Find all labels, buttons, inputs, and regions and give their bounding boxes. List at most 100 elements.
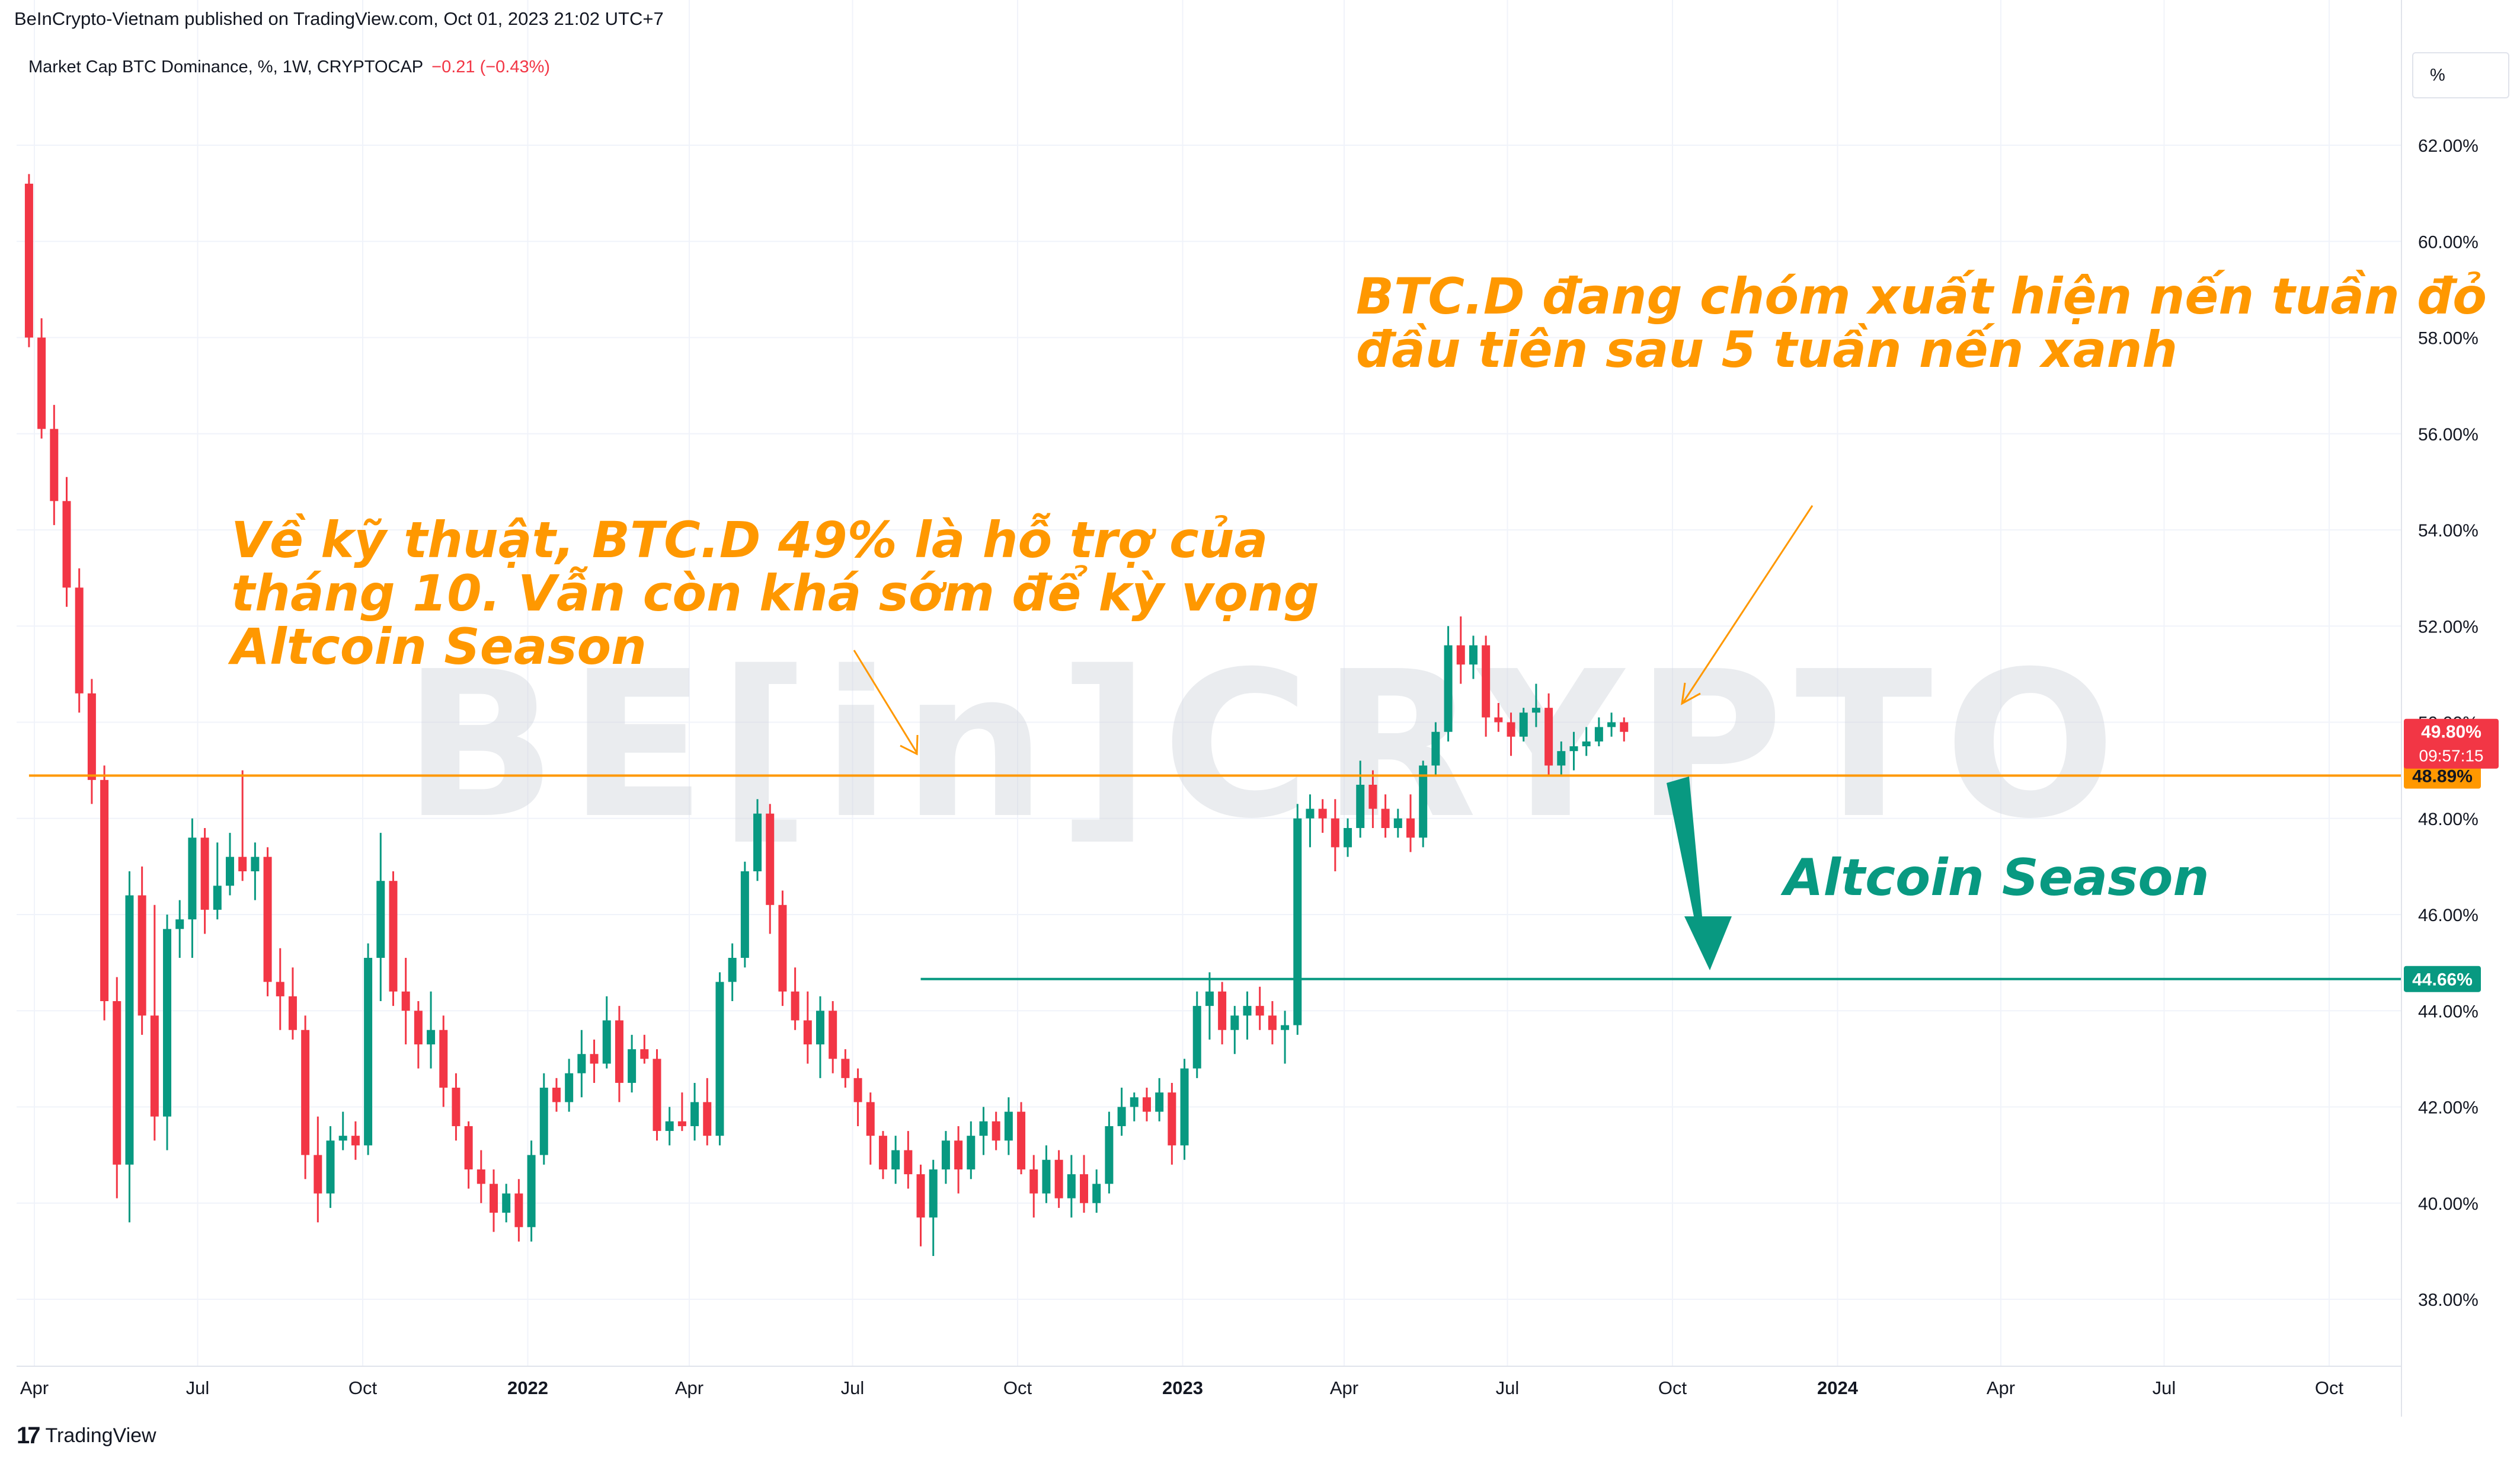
candle-body bbox=[816, 1011, 824, 1045]
symbol-legend[interactable]: Market Cap BTC Dominance, %, 1W, CRYPTOC… bbox=[28, 57, 550, 77]
candle-body bbox=[653, 1059, 661, 1132]
price-tick-label: 60.00% bbox=[2418, 232, 2479, 252]
price-tick-label: 44.00% bbox=[2418, 1002, 2479, 1021]
candle-body bbox=[690, 1102, 699, 1126]
price-change: −0.21 (−0.43%) bbox=[431, 57, 551, 76]
candle-body bbox=[263, 856, 272, 982]
candle-body bbox=[427, 1030, 436, 1045]
price-scale-unit-button[interactable]: % bbox=[2412, 52, 2509, 98]
annotation-top-right-line2: đầu tiên sau 5 tuần nến xanh bbox=[1356, 321, 2178, 379]
candle-body bbox=[539, 1088, 548, 1155]
footer: 17 TradingView bbox=[17, 1423, 156, 1449]
candle-body bbox=[163, 929, 172, 1117]
candle-body bbox=[1268, 1015, 1277, 1030]
candle-body bbox=[1168, 1092, 1176, 1146]
candle-body bbox=[125, 895, 134, 1165]
arrow-right-shaft bbox=[1682, 505, 1814, 703]
annotation-left-line3: Altcoin Season bbox=[231, 618, 647, 676]
candle-body bbox=[100, 779, 109, 1002]
candle-body bbox=[514, 1193, 523, 1228]
candle-body bbox=[376, 881, 385, 958]
candle-body bbox=[1180, 1068, 1189, 1146]
candle-body bbox=[24, 183, 33, 338]
candle-body bbox=[1067, 1174, 1076, 1198]
candle-body bbox=[766, 813, 775, 905]
candle-body bbox=[791, 991, 800, 1021]
annotation-top-right-line1: BTC.D đang chóm xuất hiện nến tuần đỏ bbox=[1356, 267, 2487, 325]
price-tick-label: 42.00% bbox=[2418, 1098, 2479, 1118]
last-price-label: 49.80% bbox=[2421, 723, 2481, 742]
price-tick-label: 40.00% bbox=[2418, 1194, 2479, 1214]
candle-body bbox=[1469, 645, 1478, 665]
candle-body bbox=[288, 996, 297, 1030]
last-price-countdown: 09:57:15 bbox=[2419, 747, 2484, 765]
horizontal-lines[interactable] bbox=[28, 774, 2401, 980]
support-orange-label: 48.89% bbox=[2412, 767, 2473, 787]
candle-body bbox=[1318, 808, 1327, 819]
candle-body bbox=[778, 905, 787, 992]
candle-body bbox=[401, 991, 410, 1011]
candle-body bbox=[1155, 1092, 1164, 1112]
candle-body bbox=[1218, 991, 1227, 1030]
candle-body bbox=[841, 1059, 850, 1078]
candle-body bbox=[326, 1140, 335, 1194]
candle-body bbox=[452, 1088, 460, 1126]
candle-body bbox=[477, 1169, 485, 1184]
candle-body bbox=[979, 1121, 988, 1136]
candle-body bbox=[338, 1136, 347, 1141]
candle-body bbox=[665, 1121, 674, 1132]
candle-body bbox=[1017, 1111, 1026, 1169]
candle-body bbox=[992, 1121, 1000, 1141]
candle-body bbox=[200, 838, 209, 910]
price-tick-label: 38.00% bbox=[2418, 1290, 2479, 1310]
time-axis[interactable]: Apr Jul Oct 2022 Apr Jul Oct 2023 Apr Jul Oct 2024 A… bbox=[17, 1366, 2401, 1398]
candle-body bbox=[615, 1020, 623, 1083]
candle-body bbox=[1130, 1097, 1139, 1107]
candle-body bbox=[715, 982, 724, 1136]
candle-body bbox=[527, 1155, 536, 1228]
candle-body bbox=[225, 856, 234, 886]
candle-body bbox=[1205, 991, 1214, 1006]
annotation-altcoin-season[interactable]: Altcoin Season bbox=[1784, 848, 2209, 907]
time-tick-label: 2022 bbox=[507, 1377, 548, 1398]
candle-body bbox=[1004, 1111, 1013, 1141]
last-price-label-bg bbox=[2404, 718, 2499, 769]
time-tick-label: Apr bbox=[1330, 1377, 1358, 1398]
candle-body bbox=[213, 886, 222, 910]
time-tick-label: Oct bbox=[1003, 1377, 1032, 1398]
candle-body bbox=[1331, 818, 1339, 848]
candle-body bbox=[1544, 708, 1553, 766]
footer-brand: TradingView bbox=[45, 1424, 156, 1447]
symbol-title: Market Cap BTC Dominance, %, 1W, CRYPTOC… bbox=[28, 57, 424, 76]
candle-body bbox=[1293, 818, 1302, 1025]
price-tick-label: 54.00% bbox=[2418, 521, 2479, 541]
time-tick-label: Apr bbox=[675, 1377, 703, 1398]
candle-body bbox=[464, 1126, 473, 1169]
candle-body bbox=[1042, 1159, 1051, 1194]
candle-body bbox=[62, 501, 71, 588]
candle-body bbox=[1456, 645, 1465, 665]
price-tick-label: 48.00% bbox=[2418, 810, 2479, 829]
candle-body bbox=[50, 429, 59, 501]
candle-body bbox=[753, 813, 762, 871]
tradingview-logo-icon[interactable]: 17 bbox=[17, 1423, 40, 1449]
candle-body bbox=[1569, 746, 1578, 752]
candle-body bbox=[829, 1011, 837, 1059]
support-teal-label-bg bbox=[2404, 966, 2481, 992]
candles bbox=[24, 174, 1629, 1256]
candle-body bbox=[866, 1102, 875, 1136]
candle-body bbox=[1557, 751, 1566, 766]
candle-body bbox=[1594, 727, 1603, 742]
candle-body bbox=[1080, 1174, 1089, 1203]
candle-body bbox=[1507, 722, 1515, 737]
candle-body bbox=[37, 337, 46, 429]
candle-body bbox=[1192, 1006, 1201, 1069]
candle-body bbox=[1431, 731, 1440, 766]
annotation-left[interactable]: Về kỹ thuật, BTC.D 49% là hỗ trợ của thá… bbox=[231, 513, 1319, 673]
annotation-top-right[interactable]: BTC.D đang chóm xuất hiện nến tuần đỏ đầ… bbox=[1356, 270, 2487, 376]
arrow-right-head bbox=[1681, 682, 1701, 705]
candle-body bbox=[1054, 1159, 1063, 1198]
candle-body bbox=[75, 587, 84, 693]
